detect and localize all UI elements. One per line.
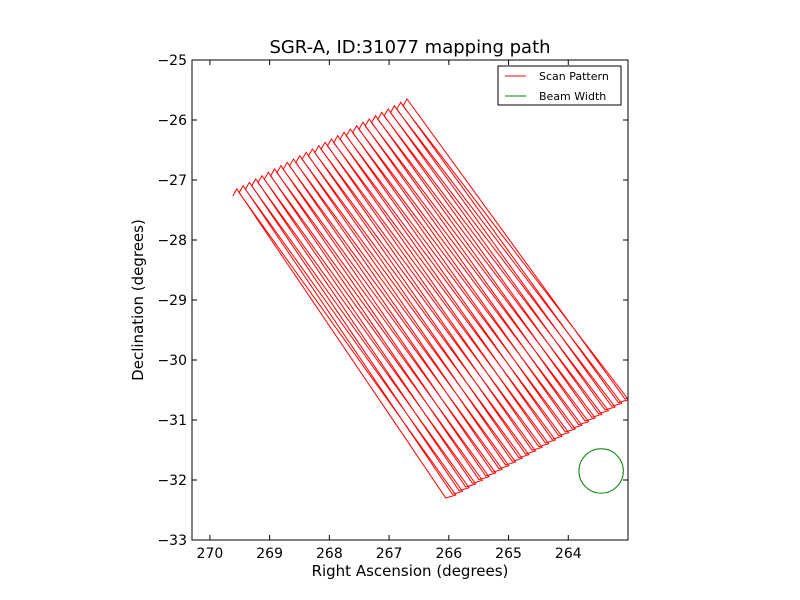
- legend-label-scan-pattern: Scan Pattern: [539, 70, 609, 83]
- x-tick-label: 268: [316, 546, 343, 562]
- legend-box: [497, 65, 622, 106]
- y-tick-label: −25: [157, 53, 187, 69]
- x-tick-label: 265: [495, 546, 522, 562]
- beam-width-circle: [578, 448, 624, 494]
- x-tick-label: 267: [376, 546, 403, 562]
- y-tick-label: −33: [157, 533, 187, 549]
- series-layer: [232, 98, 628, 499]
- x-tick-label: 266: [435, 546, 462, 562]
- legend-label-beam-width: Beam Width: [539, 90, 606, 103]
- chart-title: SGR-A, ID:31077 mapping path: [269, 37, 550, 58]
- y-tick-label: −30: [157, 353, 187, 369]
- scan-pattern-line: [232, 98, 628, 499]
- y-tick-label: −27: [157, 173, 187, 189]
- y-tick-label: −28: [157, 233, 187, 249]
- y-axis-label: Declination (degrees): [129, 219, 147, 381]
- x-axis-ticks: 270 269 268 267 266 265 264: [197, 60, 582, 562]
- y-tick-label: −29: [157, 293, 187, 309]
- plot-area: 270 269 268 267 266 265 264 −25 −26 −27 −28 −29 −30…: [157, 53, 629, 562]
- y-axis-ticks: −25 −26 −27 −28 −29 −30 −31 −32 −33: [157, 53, 628, 549]
- x-tick-label: 269: [256, 546, 283, 562]
- y-tick-label: −26: [157, 113, 187, 129]
- x-tick-label: 264: [555, 546, 582, 562]
- y-tick-label: −32: [157, 473, 187, 489]
- legend: Scan Pattern Beam Width: [497, 65, 622, 106]
- x-tick-label: 270: [197, 546, 224, 562]
- x-axis-label: Right Ascension (degrees): [312, 562, 509, 580]
- y-tick-label: −31: [157, 413, 187, 429]
